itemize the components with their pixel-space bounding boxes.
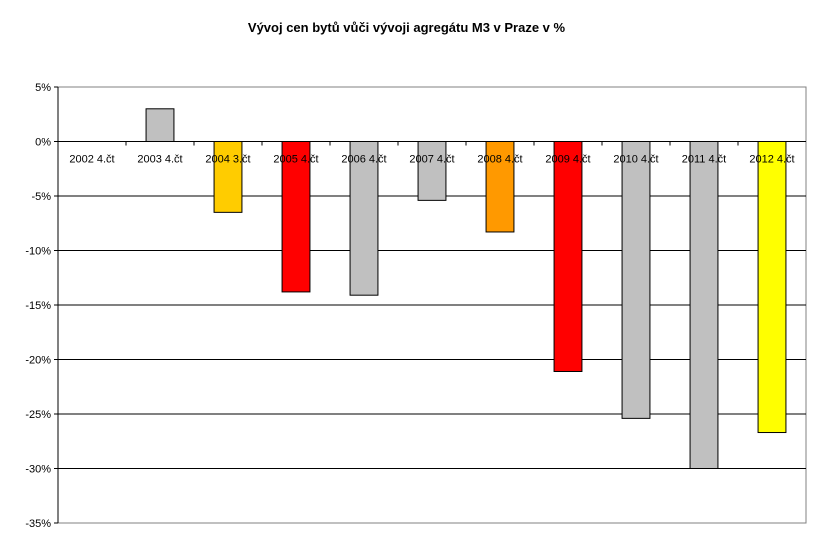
y-tick-label: 5% bbox=[35, 82, 51, 94]
category-labels: 2002 4.čt 2003 4.čt 2004 3.čt 2005 4.čt 2006… bbox=[69, 154, 794, 166]
y-tick-label: 0% bbox=[35, 137, 51, 149]
bar bbox=[213, 141, 243, 213]
category-label: 2005 4.čt bbox=[273, 154, 318, 166]
y-axis-ticks: 5% 0% -5% -10% -15% -20% -25% -30% -35% bbox=[25, 82, 58, 530]
y-tick-label: -25% bbox=[25, 409, 51, 421]
bars bbox=[145, 108, 787, 469]
category-label: 2011 4.čt bbox=[682, 154, 726, 166]
category-label: 2007 4.čt bbox=[409, 154, 454, 166]
bar bbox=[485, 141, 515, 233]
category-label: 2004 3.čt bbox=[205, 154, 250, 166]
y-tick-label: -5% bbox=[31, 191, 51, 203]
category-label: 2008 4.čt bbox=[477, 154, 522, 166]
bar bbox=[757, 141, 787, 434]
bar bbox=[281, 141, 311, 293]
bar bbox=[553, 141, 583, 372]
y-tick-label: -35% bbox=[25, 518, 51, 530]
category-label: 2010 4.čt bbox=[613, 154, 658, 166]
y-tick-label: -15% bbox=[25, 300, 51, 312]
y-tick-label: -20% bbox=[25, 355, 51, 367]
bar bbox=[621, 141, 651, 419]
category-label: 2012 4.čt bbox=[749, 154, 794, 166]
category-label: 2002 4.čt bbox=[69, 154, 114, 166]
chart-title: Vývoj cen bytů vůči vývoji agregátu M3 v… bbox=[247, 20, 566, 35]
bar bbox=[349, 141, 379, 296]
category-label: 2003 4.čt bbox=[137, 154, 182, 166]
bar bbox=[145, 108, 175, 143]
category-label: 2006 4.čt bbox=[341, 154, 386, 166]
y-tick-label: -30% bbox=[25, 464, 51, 476]
y-tick-label: -10% bbox=[25, 246, 51, 258]
category-label: 2009 4.čt bbox=[545, 154, 590, 166]
bar bbox=[417, 141, 447, 201]
bar bbox=[689, 141, 719, 469]
